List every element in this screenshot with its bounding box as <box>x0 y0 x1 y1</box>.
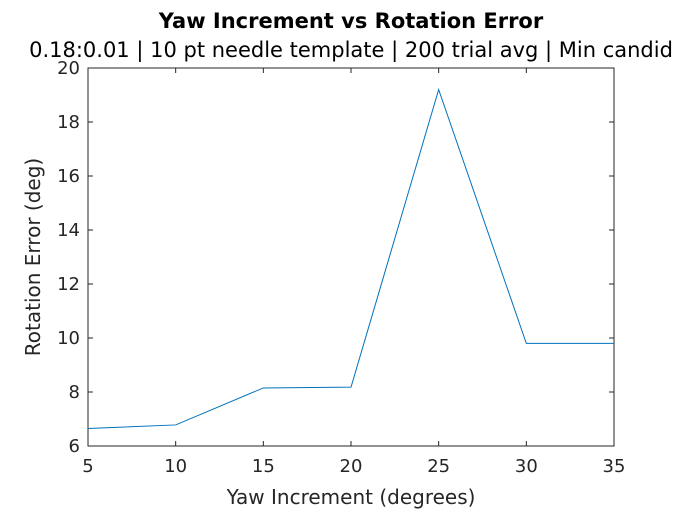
y-tick-label: 18 <box>57 112 80 133</box>
series-line <box>87 87 614 429</box>
y-tick-label: 6 <box>69 436 80 457</box>
chart-subtitle: 0.18:0.01 | 10 pt needle template | 200 … <box>29 38 673 63</box>
y-tick-label: 20 <box>57 58 80 79</box>
x-tick-label: 20 <box>340 456 363 477</box>
chart-title: Yaw Increment vs Rotation Error <box>158 9 544 33</box>
y-tick-label: 10 <box>57 328 80 349</box>
x-tick-label: 10 <box>164 456 187 477</box>
y-tick-label: 16 <box>57 166 80 187</box>
x-tick-label: 5 <box>82 456 93 477</box>
x-axis-label: Yaw Increment (degrees) <box>226 485 476 509</box>
plot-area: 5 10 15 20 25 30 35 6 8 10 12 14 16 18 20 <box>57 58 625 477</box>
x-tick-label: 30 <box>515 456 538 477</box>
y-tick-label: 12 <box>57 274 80 295</box>
y-tick-label: 14 <box>57 220 80 241</box>
x-tick-label: 35 <box>603 456 626 477</box>
x-tick-label: 25 <box>427 456 450 477</box>
y-tick-label: 8 <box>69 382 80 403</box>
x-tick-label: 15 <box>252 456 275 477</box>
y-axis-label: Rotation Error (deg) <box>21 158 45 356</box>
